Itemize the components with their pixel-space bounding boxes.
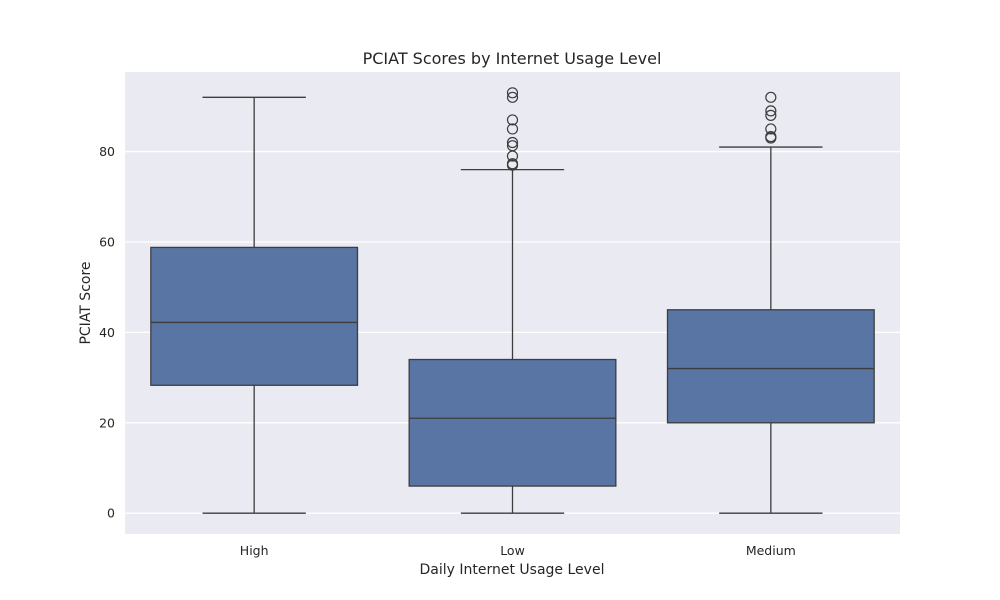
iqr-box [666, 309, 875, 424]
y-tick-label: 60 [99, 234, 115, 249]
outlier-point [506, 87, 519, 99]
x-axis-label: Daily Internet Usage Level [420, 562, 605, 578]
outlier-point [506, 158, 519, 170]
outlier-point [765, 91, 777, 103]
y-axis-ticks: 0 20 40 60 80 [99, 144, 115, 521]
boxes [150, 87, 875, 514]
outlier-point [765, 109, 777, 121]
y-tick-label: 0 [107, 506, 115, 521]
x-axis-ticks: High Low Medium [240, 543, 796, 558]
x-tick-label: High [240, 543, 269, 558]
box-low [408, 87, 617, 514]
x-tick-label: Medium [746, 543, 796, 558]
outlier-point [506, 140, 519, 152]
outlier-point [506, 114, 519, 126]
box-high [150, 96, 359, 514]
box-medium [666, 91, 875, 514]
y-tick-label: 80 [99, 144, 115, 159]
outlier-point [506, 91, 519, 103]
iqr-box [408, 358, 617, 487]
outlier-point [506, 123, 519, 135]
iqr-box [150, 246, 359, 386]
outlier-point [765, 105, 777, 117]
outlier-point [765, 123, 777, 135]
y-axis-label: PCIAT Score [78, 261, 94, 344]
chart-title: PCIAT Scores by Internet Usage Level [363, 49, 662, 68]
outlier-point [506, 136, 519, 149]
y-tick-label: 20 [99, 415, 115, 430]
x-tick-label: Low [500, 543, 525, 558]
y-tick-label: 40 [99, 325, 115, 340]
outlier-point [765, 131, 777, 143]
